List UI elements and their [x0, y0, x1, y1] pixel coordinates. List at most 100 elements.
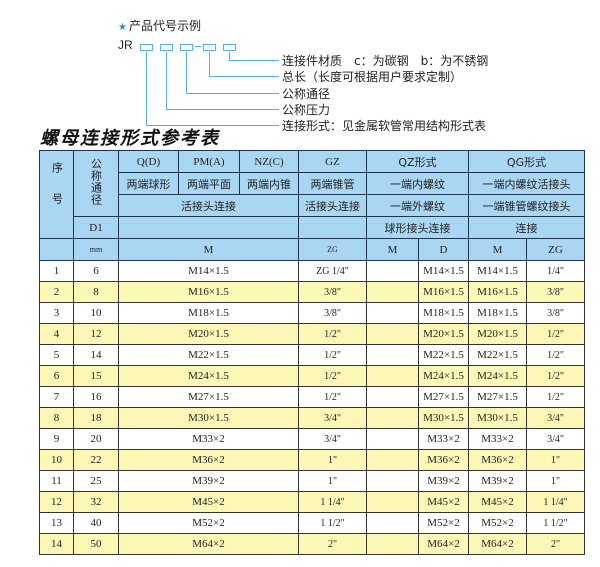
cell-zg: 1 1/2"	[298, 512, 367, 534]
header-qz-desc3: 球形接头连接	[366, 216, 469, 239]
table-row: 14 50 M64×2 2" M64×2 M64×2 2"	[39, 533, 585, 555]
cell-qz-m	[366, 491, 419, 513]
leader-line	[229, 60, 279, 61]
cell-qg-zg: 2"	[526, 533, 585, 555]
cell-dn: 14	[73, 344, 119, 366]
header-qg-m: M	[468, 238, 527, 261]
code-separator	[195, 46, 201, 47]
leader-line	[209, 76, 279, 77]
cell-zg: 1/2"	[298, 323, 367, 345]
cell-qg-zg: 1"	[526, 470, 585, 492]
cell-qg-zg: 3/8"	[526, 302, 585, 324]
table-row: 1 6 M14×1.5 ZG 1/4" M14×1.5 M14×1.5 1/4"	[39, 260, 585, 282]
cell-seq: 12	[39, 491, 74, 513]
cell-qz-d: M18×1.5	[418, 302, 469, 324]
cell-seq: 6	[39, 365, 74, 387]
cell-qz-m	[366, 281, 419, 303]
cell-qz-d: M20×1.5	[418, 323, 469, 345]
cell-qg-zg: 3/4"	[526, 428, 585, 450]
cell-qg-m: M14×1.5	[468, 260, 527, 282]
header-qz-d: D	[418, 238, 469, 261]
cell-seq: 1	[39, 260, 74, 282]
cell-seq: 5	[39, 344, 74, 366]
cell-zg: 1"	[298, 449, 367, 471]
cell-qz-m	[366, 533, 419, 555]
cell-seq: 13	[39, 512, 74, 534]
cell-dn: 20	[73, 428, 119, 450]
cell-qg-zg: 3/8"	[526, 281, 585, 303]
cell-qg-m: M22×1.5	[468, 344, 527, 366]
cell-seq: 14	[39, 533, 74, 555]
cell-m: M27×1.5	[118, 386, 299, 408]
cell-m: M30×1.5	[118, 407, 299, 429]
cell-qz-m	[366, 470, 419, 492]
cell-zg: 3/8"	[298, 302, 367, 324]
header-gz-union: 活接头连接	[298, 194, 367, 217]
cell-qz-m	[366, 407, 419, 429]
header-seq: 序号	[39, 150, 74, 239]
header-blank	[298, 216, 367, 239]
cell-seq: 9	[39, 428, 74, 450]
cell-qg-m: M36×2	[468, 449, 527, 471]
cell-dn: 16	[73, 386, 119, 408]
cell-m: M36×2	[118, 449, 299, 471]
table-row: 8 18 M30×1.5 3/4" M30×1.5 M30×1.5 3/4"	[39, 407, 585, 429]
header-qd-desc: 两端球形	[118, 172, 179, 195]
leader-line	[229, 52, 230, 61]
cell-qz-m	[366, 449, 419, 471]
cell-qz-m	[366, 386, 419, 408]
cell-m: M45×2	[118, 491, 299, 513]
cell-zg: 1/2"	[298, 386, 367, 408]
table-row: 6 15 M24×1.5 1/2" M24×1.5 M24×1.5 1/2"	[39, 365, 585, 387]
cell-zg: 3/4"	[298, 407, 367, 429]
code-box	[140, 44, 153, 51]
cell-qg-zg: 1/2"	[526, 323, 585, 345]
cell-qz-d: M30×1.5	[418, 407, 469, 429]
cell-m: M20×1.5	[118, 323, 299, 345]
header-gz: GZ	[298, 150, 367, 173]
header-dn: 公称通径	[73, 150, 119, 217]
cell-qz-d: M22×1.5	[418, 344, 469, 366]
legend-heading: ★ 产品代号示例	[118, 17, 201, 34]
code-box	[160, 44, 173, 51]
nut-connection-table: 序号 公称通径 Q(D) PM(A) NZ(C) GZ QZ形式 QG形式 两端…	[39, 150, 585, 555]
cell-m: M18×1.5	[118, 302, 299, 324]
cell-seq: 4	[39, 323, 74, 345]
cell-m: M64×2	[118, 533, 299, 555]
header-qg-zg: ZG	[526, 238, 585, 261]
cell-seq: 10	[39, 449, 74, 471]
header-pm: PM(A)	[178, 150, 240, 173]
header-blank	[118, 216, 299, 239]
table-row: 4 12 M20×1.5 1/2" M20×1.5 M20×1.5 1/2"	[39, 323, 585, 345]
code-prefix: JR	[118, 38, 133, 52]
cell-dn: 40	[73, 512, 119, 534]
cell-seq: 11	[39, 470, 74, 492]
cell-qg-m: M52×2	[468, 512, 527, 534]
table-row: 13 40 M52×2 1 1/2" M52×2 M52×2 1 1/2"	[39, 512, 585, 534]
cell-qg-m: M16×1.5	[468, 281, 527, 303]
header-qz-m: M	[366, 238, 419, 261]
cell-qg-zg: 1/2"	[526, 386, 585, 408]
cell-qz-m	[366, 428, 419, 450]
legend-heading-text: 产品代号示例	[128, 19, 201, 33]
header-zg: ZG	[298, 238, 367, 261]
cell-qz-d: M27×1.5	[418, 386, 469, 408]
header-qz-desc1: 一端内螺纹	[366, 172, 469, 195]
cell-qz-m	[366, 512, 419, 534]
cell-seq: 7	[39, 386, 74, 408]
header-qg-desc2: 一端锥管螺纹接头	[468, 194, 585, 217]
table-row: 11 25 M39×2 1" M39×2 M39×2 1"	[39, 470, 585, 492]
header-mm: mm	[73, 238, 119, 261]
cell-dn: 22	[73, 449, 119, 471]
cell-qz-m	[366, 302, 419, 324]
cell-zg: 1"	[298, 470, 367, 492]
leader-line	[186, 93, 279, 94]
legend-item-material: 连接件材质 c：为碳钢 b：为不锈钢	[282, 54, 489, 68]
cell-qz-m	[366, 365, 419, 387]
cell-qg-m: M18×1.5	[468, 302, 527, 324]
cell-qg-zg: 1"	[526, 449, 585, 471]
cell-qg-m: M24×1.5	[468, 365, 527, 387]
table-row: 5 14 M22×1.5 1/2" M22×1.5 M22×1.5 1/2"	[39, 344, 585, 366]
cell-dn: 8	[73, 281, 119, 303]
cell-zg: 1/2"	[298, 365, 367, 387]
